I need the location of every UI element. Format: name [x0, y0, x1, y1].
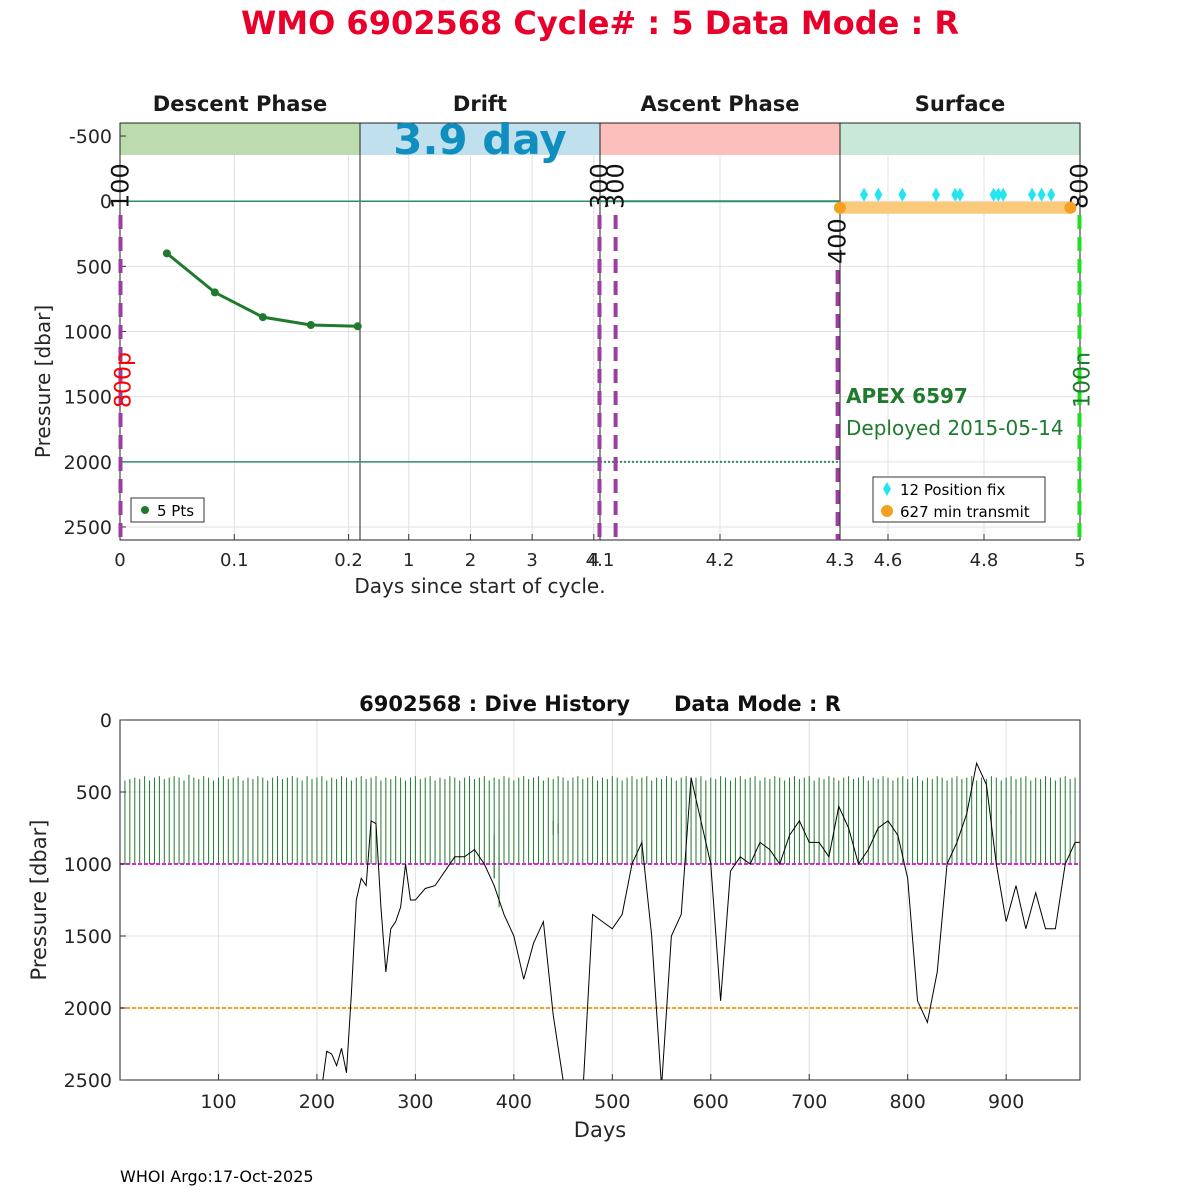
y-tick-label: -500 — [69, 126, 112, 148]
y-tick-label: 0 — [100, 191, 112, 213]
x-tick-label: 2 — [465, 550, 476, 571]
x-tick-label: 4.6 — [874, 550, 903, 571]
y-axis-label: Pressure [dbar] — [27, 820, 51, 981]
y-tick-label: 2500 — [64, 1070, 112, 1092]
descent-point — [306, 320, 315, 329]
x-tick-label: 800 — [890, 1091, 926, 1113]
x-axis-label: Days — [574, 1118, 626, 1142]
x-tick-label: 4 — [588, 550, 599, 571]
x-tick-label: 0.1 — [220, 550, 249, 571]
footer-credit: WHOI Argo:17-Oct-2025 — [120, 1167, 314, 1186]
max-depth-line — [322, 761, 1080, 1080]
vertical-marker-label: 800 — [1066, 163, 1094, 209]
position-fix-marker — [999, 187, 1008, 202]
y-tick-label: 2000 — [64, 998, 112, 1020]
float-name: APEX 6597 — [846, 384, 968, 408]
position-fix-marker — [932, 187, 940, 202]
x-tick-label: 200 — [299, 1091, 335, 1113]
surface-legend-box — [872, 476, 1046, 523]
x-tick-label: 4.3 — [826, 550, 855, 571]
phase-band-2 — [600, 123, 840, 155]
vertical-marker-side-label: 100n — [1071, 352, 1096, 408]
y-tick-label: 500 — [76, 782, 112, 804]
vertical-marker-label: 400 — [824, 218, 852, 264]
x-tick-label: 0 — [114, 550, 125, 571]
x-tick-label: 4.8 — [970, 550, 999, 571]
y-tick-label: 500 — [76, 256, 112, 278]
vertical-marker-label: 300 — [602, 163, 630, 209]
position-fix-marker — [898, 187, 907, 202]
transmit-marker — [1064, 201, 1077, 214]
descent-point — [258, 313, 267, 322]
descent-point — [353, 322, 362, 331]
y-tick-label: 2500 — [64, 517, 112, 539]
y-tick-label: 2000 — [64, 452, 112, 474]
position-fix-marker — [951, 187, 960, 202]
position-fix-marker — [1028, 187, 1036, 202]
x-tick-label: 100 — [200, 1091, 236, 1113]
descent-legend-label: 5 Pts — [157, 502, 194, 520]
phase-band-1 — [360, 123, 600, 155]
y-tick-label: 1500 — [64, 387, 112, 409]
legend-transmit-marker — [881, 505, 893, 517]
cycle-profile-chart: Descent Phase 0 0.1 0.2 Drift 1 2 3 4 Ascent Phas… — [31, 92, 1096, 598]
x-tick-label: 400 — [496, 1091, 532, 1113]
x-tick-label: 600 — [693, 1091, 729, 1113]
position-fix-marker — [1037, 187, 1046, 202]
x-tick-label: 300 — [397, 1091, 433, 1113]
transmit-marker — [834, 201, 846, 214]
vertical-marker-side-label: 800p — [112, 352, 137, 408]
position-fix-marker — [1047, 187, 1056, 202]
descent-legend-marker — [141, 506, 149, 514]
legend-position-fix-label: 12 Position fix — [900, 481, 1005, 499]
y-tick-label: 1000 — [64, 854, 112, 876]
x-tick-label: 4.2 — [706, 550, 735, 571]
legend-position-fix-marker — [883, 482, 891, 496]
x-tick-label: 900 — [988, 1091, 1024, 1113]
x-axis-label: Days since start of cycle. — [354, 574, 605, 598]
drift-duration-label: 3.9 day — [393, 115, 567, 164]
x-tick-label: 700 — [791, 1091, 827, 1113]
y-tick-label: 0 — [100, 710, 112, 732]
x-tick-label: 5 — [1074, 550, 1085, 571]
y-axis-label: Pressure [dbar] — [31, 305, 55, 458]
y-tick-label: 1000 — [64, 322, 112, 344]
x-tick-label: 500 — [594, 1091, 630, 1113]
vertical-marker-label: 100 — [107, 163, 135, 209]
position-fix-marker — [989, 187, 998, 202]
position-fix-marker — [956, 187, 964, 202]
legend-transmit-label: 627 min transmit — [900, 503, 1030, 521]
y-tick-label: 1500 — [64, 926, 112, 948]
position-fix-marker — [994, 187, 1003, 202]
x-tick-label: 0.2 — [334, 550, 363, 571]
position-fix-marker — [860, 187, 868, 202]
phase-band-0 — [120, 123, 360, 155]
deployment-date: Deployed 2015-05-14 — [846, 416, 1064, 440]
x-tick-label: 3 — [526, 550, 537, 571]
chart-title: 6902568 : Dive History Data Mode : R — [359, 692, 841, 716]
position-fix-marker — [874, 187, 883, 202]
figure-title: WMO 6902568 Cycle# : 5 Data Mode : R — [241, 4, 959, 42]
dive-history-chart: 100 200 300 400 500 600 700 800 900 0 500 1000 1500 2… — [27, 692, 1081, 1142]
x-tick-label: 1 — [403, 550, 414, 571]
phase-title: Surface — [915, 92, 1005, 116]
phase-title: Ascent Phase — [641, 92, 800, 116]
phase-title: Drift — [453, 92, 507, 116]
descent-point — [162, 249, 171, 258]
vertical-marker-label: 300 — [586, 163, 614, 209]
plot-area — [120, 761, 1080, 1080]
phase-band-3 — [840, 123, 1080, 155]
plot-frame — [119, 719, 1081, 1081]
x-tick-label: 4.1 — [586, 550, 615, 571]
descent-point — [210, 288, 219, 297]
phase-title: Descent Phase — [153, 92, 327, 116]
